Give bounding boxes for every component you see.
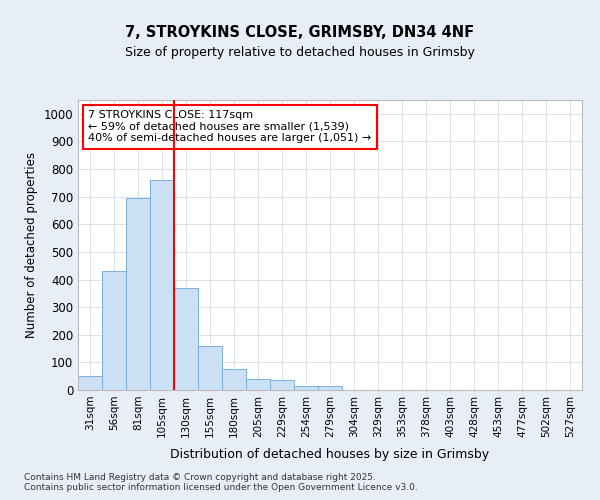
Y-axis label: Number of detached properties: Number of detached properties bbox=[25, 152, 38, 338]
Bar bbox=[174, 288, 198, 390]
Bar bbox=[198, 346, 222, 390]
Bar bbox=[270, 380, 294, 390]
Bar bbox=[78, 376, 102, 390]
Bar bbox=[102, 271, 126, 390]
X-axis label: Distribution of detached houses by size in Grimsby: Distribution of detached houses by size … bbox=[170, 448, 490, 461]
Text: 7, STROYKINS CLOSE, GRIMSBY, DN34 4NF: 7, STROYKINS CLOSE, GRIMSBY, DN34 4NF bbox=[125, 25, 475, 40]
Bar bbox=[222, 370, 246, 390]
Bar bbox=[294, 386, 318, 390]
Bar bbox=[246, 379, 270, 390]
Bar bbox=[318, 386, 342, 390]
Text: 7 STROYKINS CLOSE: 117sqm
← 59% of detached houses are smaller (1,539)
40% of se: 7 STROYKINS CLOSE: 117sqm ← 59% of detac… bbox=[88, 110, 371, 144]
Bar bbox=[150, 180, 174, 390]
Text: Contains HM Land Registry data © Crown copyright and database right 2025.
Contai: Contains HM Land Registry data © Crown c… bbox=[24, 473, 418, 492]
Bar bbox=[126, 198, 150, 390]
Text: Size of property relative to detached houses in Grimsby: Size of property relative to detached ho… bbox=[125, 46, 475, 59]
